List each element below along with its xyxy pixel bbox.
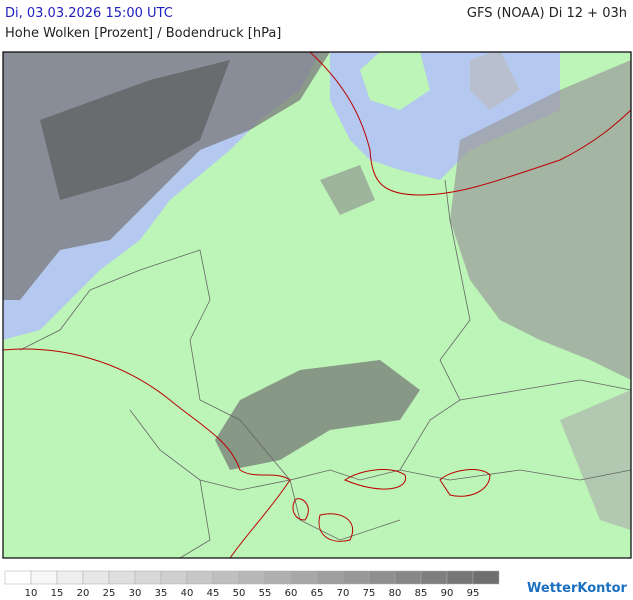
legend-swatch (134, 570, 162, 585)
cloud-patch (470, 52, 520, 110)
model-run: GFS (NOAA) Di 12 + 03h (466, 6, 627, 21)
legend-swatch (472, 570, 500, 585)
legend-swatch (82, 570, 110, 585)
legend-swatch (420, 570, 448, 585)
datetime: Di, 03.03.2026 15:00 UTC (5, 6, 173, 21)
legend: 10 15 20 25 30 35 40 45 50 55 60 65 70 75 80 85 90 95 (4, 570, 500, 599)
legend-swatch (342, 570, 370, 585)
legend-label: 65 (311, 588, 324, 599)
legend-swatch (238, 570, 266, 585)
cloud-south (215, 360, 420, 470)
legend-swatch (446, 570, 474, 585)
legend-swatch (316, 570, 344, 585)
cloud-patch (320, 165, 375, 215)
legend-label: 25 (103, 588, 116, 599)
cloud-east (450, 60, 631, 380)
denmark-island (360, 52, 430, 110)
legend-swatch (4, 570, 32, 585)
isobars (3, 52, 631, 558)
legend-label: 85 (415, 588, 428, 599)
legend-label: 90 (441, 588, 454, 599)
legend-swatch (368, 570, 396, 585)
legend-label: 20 (77, 588, 90, 599)
legend-label: 45 (207, 588, 220, 599)
legend-label: 60 (285, 588, 298, 599)
map-area (3, 52, 631, 558)
legend-label: 75 (363, 588, 376, 599)
subtitle: Hohe Wolken [Prozent] / Bodendruck [hPa] (5, 26, 282, 41)
legend-swatch (108, 570, 136, 585)
legend-label: 95 (467, 588, 480, 599)
cloud-patch (560, 390, 631, 530)
legend-label: 10 (25, 588, 38, 599)
legend-swatch (56, 570, 84, 585)
legend-label: 70 (337, 588, 350, 599)
legend-label: 15 (51, 588, 64, 599)
cloud-core-north (40, 60, 230, 200)
legend-swatch (264, 570, 292, 585)
legend-swatch (290, 570, 318, 585)
legend-label: 30 (129, 588, 142, 599)
legend-label: 50 (233, 588, 246, 599)
map-frame (2, 51, 632, 559)
legend-swatch (394, 570, 422, 585)
legend-swatch (186, 570, 214, 585)
legend-label: 80 (389, 588, 402, 599)
borders (19, 179, 631, 558)
legend-label: 55 (259, 588, 272, 599)
legend-swatch (30, 570, 58, 585)
legend-swatch (212, 570, 240, 585)
legend-swatch (160, 570, 188, 585)
legend-label: 40 (181, 588, 194, 599)
legend-label: 35 (155, 588, 168, 599)
logo: WetterKontor (527, 581, 628, 596)
